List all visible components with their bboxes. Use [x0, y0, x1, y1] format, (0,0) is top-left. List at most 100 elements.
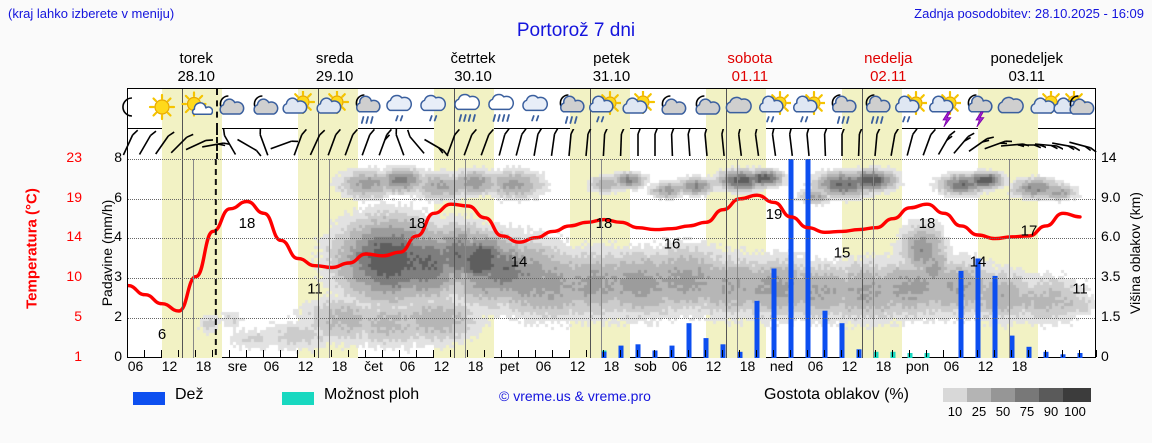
x-axis-label: 06 [127, 358, 144, 374]
rain-bar [652, 350, 658, 358]
showers-legend-label: Možnost ploh [324, 386, 420, 403]
x-axis-tick [399, 350, 400, 357]
precipitation-tick-6: 6 [114, 188, 122, 205]
precipitation-tick-2: 2 [114, 308, 122, 324]
rain-bar [788, 159, 794, 358]
day-separator [589, 129, 591, 159]
x-axis-tick [960, 350, 961, 357]
cloud-density-field [128, 159, 1095, 358]
rain-bar [618, 345, 624, 358]
horizontal-gridline [128, 159, 1095, 160]
x-axis-tick [756, 350, 757, 357]
cloud-density-step-label: 75 [1019, 404, 1035, 419]
day-header-torek: torek 28.10 [127, 50, 265, 88]
rain-bar [1026, 346, 1032, 358]
horizontal-gridline [128, 278, 1095, 279]
day-separator [181, 159, 183, 358]
day-header-ponedeljek: ponedeljek 03.11 [958, 50, 1096, 88]
x-axis-tick [569, 350, 570, 357]
day-separator [861, 159, 863, 358]
x-axis-label: 18 [467, 358, 484, 374]
wind-barb [857, 129, 863, 157]
wind-barb [122, 129, 139, 156]
weather-icon-sun-cloud-rain [793, 91, 825, 123]
x-axis-tick [824, 350, 825, 357]
x-axis-label: pon [905, 358, 930, 374]
cloud-density-swatch-25 [967, 388, 995, 402]
noon-gridline [193, 159, 195, 358]
cloud-height-tick-4: 1.5 [1101, 308, 1121, 324]
day-separator [181, 89, 183, 129]
rain-bar [703, 338, 709, 358]
weather-icon-sun-cloud [316, 91, 349, 115]
temperature-tick-1: 1 [74, 348, 82, 364]
noon-gridline [1009, 159, 1011, 358]
x-axis-tick [1062, 350, 1063, 357]
wind-barb [1069, 141, 1097, 153]
day-header-sobota: sobota 01.11 [681, 50, 819, 88]
day-date: 02.11 [870, 68, 907, 85]
x-axis-tick [637, 350, 638, 357]
x-axis-tick [212, 350, 213, 357]
x-axis-label: 06 [399, 358, 416, 374]
x-axis-time-labels: 06 12 18 sre 06 12 18 čet 06 12 18 pet 06 12 18 sob 06 12… [127, 350, 1097, 378]
x-axis-tick [671, 350, 672, 357]
wind-barb [344, 129, 359, 156]
rain-bar [737, 351, 743, 358]
day-separator [317, 129, 319, 159]
wind-barb [841, 129, 845, 156]
wind-barb-row [122, 129, 1097, 159]
weather-icon-moon-cloud-rain [831, 94, 857, 124]
rain-bar [1009, 335, 1015, 358]
horizontal-gridline [128, 238, 1095, 239]
x-axis-tick [909, 350, 910, 357]
wind-barb [361, 129, 376, 156]
meteogram-plot[interactable]: 6 18 11 18 14 18 16 19 15 18 14 17 11 [122, 88, 1097, 358]
wind-barb [446, 129, 461, 156]
rain-bar [601, 351, 607, 358]
x-axis-label: 18 [603, 358, 620, 374]
temperature-point-label: 11 [1072, 281, 1088, 298]
x-axis-label: 12 [297, 358, 314, 374]
rain-bar [1060, 354, 1066, 358]
day-date: 03.11 [1008, 68, 1045, 85]
x-axis-tick [535, 350, 536, 357]
x-axis-label: 18 [875, 358, 892, 374]
day-separator [453, 159, 455, 358]
wind-barb [806, 129, 810, 157]
x-axis-tick [1096, 350, 1097, 357]
x-axis-tick [620, 350, 621, 357]
cloud-density-legend-title: Gostota oblakov (%) [764, 386, 909, 403]
wind-barb [463, 129, 478, 156]
wind-barb [1034, 143, 1063, 150]
x-axis-tick [773, 350, 774, 357]
wind-barb [771, 129, 777, 157]
wind-barb [637, 129, 641, 156]
copyright-link[interactable]: © vreme.us & vreme.pro [499, 388, 651, 404]
x-axis-tick [178, 350, 179, 357]
x-axis-tick [875, 350, 876, 357]
cloud-density-step-label: 50 [995, 404, 1011, 419]
temperature-tick-5: 5 [74, 308, 82, 324]
rain-bar [771, 268, 777, 358]
temperature-point-label: 18 [239, 215, 256, 232]
wind-barb [378, 129, 393, 156]
temperature-tick-23: 23 [66, 149, 82, 165]
weather-icon-cloud-rain [420, 94, 447, 122]
weather-icon-sun-cloud [622, 91, 655, 115]
rain-bar [686, 323, 692, 358]
x-axis-tick [331, 350, 332, 357]
wind-barb [984, 140, 1012, 150]
x-axis-tick [263, 350, 264, 357]
location-menu-note: (kraj lahko izberete v meniju) [8, 6, 175, 21]
wind-barb [138, 130, 157, 155]
weather-icon-moon-cloud [219, 95, 245, 115]
wind-barb [480, 129, 495, 156]
wind-barb [788, 129, 794, 156]
current-time-marker [215, 89, 218, 129]
wind-barb [1018, 144, 1046, 149]
noon-gridline [465, 159, 467, 358]
weather-icon-moon-cloud [695, 95, 721, 115]
weather-icon-sun-cloud-rain [895, 91, 927, 123]
wind-barb [568, 129, 575, 157]
